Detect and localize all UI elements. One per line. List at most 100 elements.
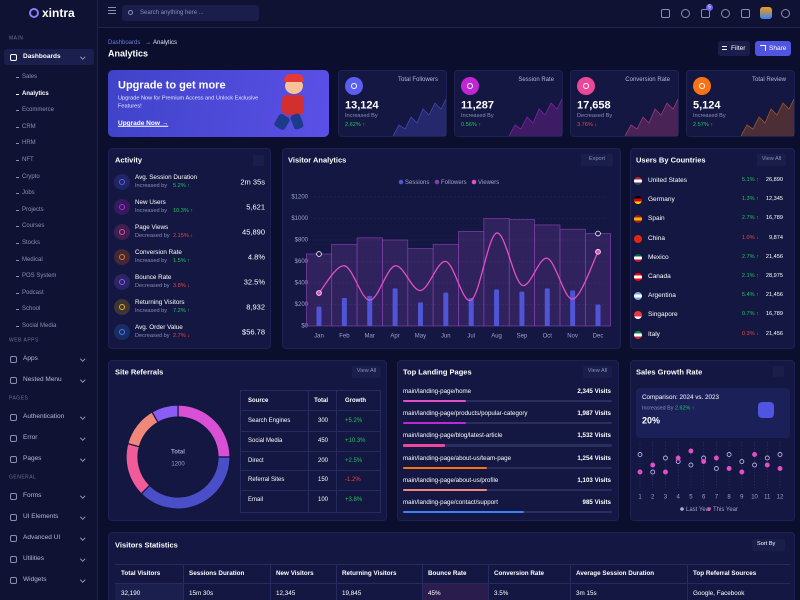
stat-note: Decreased By: [577, 113, 613, 120]
sessions-bar: [544, 288, 550, 326]
upgrade-link[interactable]: Upgrade Now →: [118, 119, 169, 127]
landing-path[interactable]: main/landing-page/blog/latest-article: [403, 432, 503, 440]
activity-change: 10.3% ↑: [173, 208, 194, 215]
menu-item[interactable]: Nested Menu: [23, 375, 62, 383]
header-icon[interactable]: [701, 9, 710, 18]
view-all-button[interactable]: [757, 154, 786, 166]
growth-dot: [663, 469, 668, 475]
submenu-item[interactable]: Podcast: [22, 289, 44, 296]
upgrade-title: Upgrade to get more: [118, 79, 226, 92]
table-divider: [240, 490, 381, 492]
menu-item[interactable]: Pages: [23, 454, 42, 462]
more-button[interactable]: [253, 155, 264, 166]
header-icon[interactable]: [721, 9, 730, 18]
landing-path[interactable]: main/landing-page/home: [403, 387, 472, 395]
menu-item[interactable]: Authentication: [23, 412, 65, 420]
submenu-dash: [16, 160, 19, 161]
landing-visits: 2,345 Visits: [577, 387, 611, 395]
view-all-button[interactable]: [583, 366, 612, 378]
table-cell: 3.5%: [494, 589, 509, 597]
search-icon: [128, 10, 133, 15]
submenu-dash: [16, 209, 19, 211]
activity-change: 3.8% ↓: [173, 283, 191, 290]
flag: [634, 196, 642, 205]
breadcrumb-current: Analytics: [153, 40, 178, 46]
table-header: Growth: [345, 398, 366, 404]
table-cell: 3m 15s: [576, 589, 597, 597]
table-cell: 300: [317, 418, 328, 424]
illustration-cap: [284, 74, 304, 82]
submenu-item[interactable]: Crypto: [22, 173, 40, 180]
sessions-bar: [494, 289, 500, 326]
activity-label: Page Views: [135, 223, 169, 231]
filter-button[interactable]: [718, 41, 750, 56]
country-value: 9,874: [769, 234, 783, 241]
activity-icon-glyph: [119, 279, 125, 285]
submenu-item[interactable]: Projects: [22, 206, 44, 213]
search-box[interactable]: [122, 5, 259, 21]
menu-toggle-icon[interactable]: [108, 10, 116, 11]
stat-change: 3.76% ↓: [577, 122, 598, 129]
growth-dot: [637, 469, 643, 475]
header-icon[interactable]: [661, 9, 670, 18]
activity-label: New Users: [135, 198, 166, 206]
menu-item[interactable]: Error: [23, 433, 38, 441]
landing-path[interactable]: main/landing-page/about-us/profile: [403, 476, 499, 484]
sort-button[interactable]: [752, 539, 785, 551]
country-change: 2.1% ↑: [741, 273, 759, 280]
y-tick-label: $200: [295, 302, 309, 308]
upgrade-text: Upgrade Now for Premium Access and Unloc…: [118, 95, 259, 109]
submenu-item[interactable]: CRM: [22, 123, 36, 130]
submenu-item[interactable]: School: [22, 306, 41, 313]
landing-path[interactable]: main/landing-page/about-us/team-page: [403, 454, 512, 462]
submenu-item[interactable]: Social Media: [22, 323, 57, 329]
menu-item[interactable]: Dashboards: [23, 52, 61, 60]
landing-path[interactable]: main/landing-page/products/popular-categ…: [403, 410, 528, 418]
submenu-item[interactable]: Ecommerce: [22, 107, 55, 114]
share-button[interactable]: [755, 41, 791, 56]
menu-item[interactable]: Apps: [23, 354, 38, 362]
submenu-item[interactable]: NFT: [22, 157, 34, 163]
submenu-item[interactable]: Stocks: [22, 240, 41, 246]
submenu-item[interactable]: Courses: [22, 223, 45, 230]
menu-item-active-bg: [4, 49, 94, 65]
activity-label: Returning Visitors: [135, 298, 185, 306]
submenu-item[interactable]: Sales: [22, 74, 38, 80]
header-icon[interactable]: [681, 9, 690, 18]
menu-item[interactable]: Forms: [23, 491, 42, 499]
header-icon[interactable]: [741, 9, 750, 18]
activity-value: 32.5%: [243, 277, 265, 287]
table-cell: Google, Facebook: [693, 589, 745, 597]
breadcrumb-link[interactable]: Dashboards: [108, 40, 141, 46]
header-icon[interactable]: [781, 9, 790, 18]
legend-label: This Year: [713, 507, 738, 513]
donut-segment: [177, 404, 231, 458]
avatar[interactable]: [760, 7, 772, 19]
submenu-item[interactable]: HRM: [22, 140, 36, 147]
growth-dot: [713, 466, 719, 471]
view-all-label: View All: [587, 368, 608, 375]
landing-path[interactable]: main/landing-page/contact/support: [403, 498, 498, 506]
sessions-bar: [367, 295, 373, 326]
country-change: 0.3% ↓: [741, 330, 759, 337]
export-button[interactable]: [581, 154, 613, 166]
submenu-dash: [16, 309, 19, 311]
submenu-item[interactable]: Analytics: [22, 90, 49, 97]
activity-note: Decreased by: [135, 333, 170, 340]
x-tick-label: Aug: [491, 334, 502, 340]
submenu-item[interactable]: POS System: [22, 273, 57, 280]
table-divider: [336, 564, 337, 600]
activity-change: 7.2% ↑: [173, 308, 191, 315]
more-button[interactable]: [773, 366, 784, 377]
menu-item[interactable]: UI Elements: [23, 512, 59, 520]
menu-item[interactable]: Widgets: [23, 575, 47, 583]
menu-item[interactable]: Utilities: [23, 554, 44, 562]
activity-value: 4.8%: [247, 252, 265, 262]
submenu-item[interactable]: Medical: [22, 256, 43, 263]
country-name: Spain: [648, 215, 665, 223]
menu-item[interactable]: Advanced UI: [23, 533, 61, 541]
table-cell: 19,845: [342, 589, 362, 597]
activity-change: 5.2% ↑: [173, 183, 191, 190]
view-all-button[interactable]: [352, 366, 381, 378]
submenu-item[interactable]: Jobs: [22, 190, 35, 197]
